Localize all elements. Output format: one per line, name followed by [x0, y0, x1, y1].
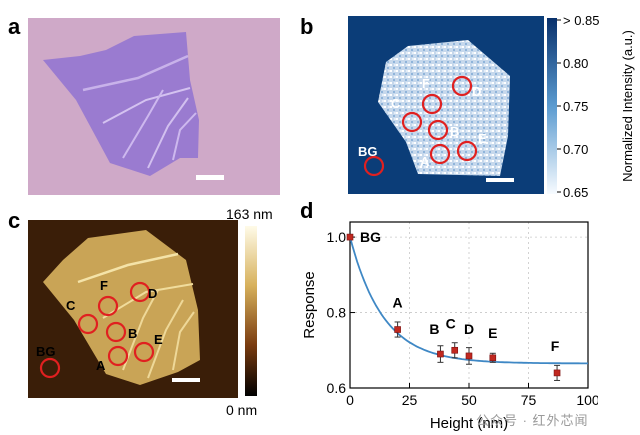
panel-letter-c: c — [8, 208, 21, 233]
point-label: D — [464, 321, 474, 337]
point-label: F — [551, 338, 560, 354]
data-point-a: A — [393, 295, 403, 338]
x-axis-label: Height (nm) — [430, 415, 508, 432]
colorbar-label: Normalized Intensity (a.u.) — [620, 30, 635, 182]
panel-letter-a: a — [8, 14, 21, 39]
region-label: B — [450, 124, 459, 139]
point-label: C — [446, 315, 456, 331]
region-circle — [363, 155, 385, 177]
y-axis-label: Response — [301, 271, 318, 339]
region-circle — [107, 345, 129, 367]
panel-c-colorbar — [245, 226, 257, 396]
scale-bar — [172, 378, 200, 382]
x-tick-label: 75 — [521, 392, 537, 408]
colorbar-tick: 0.65 — [563, 185, 588, 198]
region-label: F — [422, 76, 430, 91]
x-tick-label: 100 — [576, 392, 598, 408]
region-circle — [97, 295, 119, 317]
y-tick-label: 0.8 — [327, 305, 347, 321]
panel-c-circles: F D C B E A BG — [36, 278, 163, 379]
region-label: E — [478, 131, 487, 146]
x-tick-label: 0 — [346, 392, 354, 408]
x-tick-label: 25 — [402, 392, 418, 408]
region-circle — [133, 341, 155, 363]
colorbar-tick: 0.70 — [563, 142, 588, 157]
region-label: B — [128, 326, 137, 341]
region-label: A — [96, 358, 106, 373]
point-label: A — [393, 295, 403, 311]
response-vs-height-chart: 0 25 50 75 100 0.6 0.8 1.0 BG A B C D E F Height (nm)… — [301, 221, 598, 432]
panel-a-optical-image — [28, 18, 280, 195]
point-label: BG — [360, 229, 381, 245]
region-circle — [427, 119, 449, 141]
panel-letter-d: d — [300, 198, 314, 223]
region-circle — [451, 75, 473, 97]
data-points: BG A B C D E F — [346, 229, 561, 381]
x-tick-label: 50 — [461, 392, 477, 408]
region-label: C — [66, 298, 76, 313]
region-circle — [77, 313, 99, 335]
data-point-c: C — [446, 315, 459, 359]
region-label: F — [100, 278, 108, 293]
region-circle — [421, 93, 443, 115]
panel-b-intensity-map: F D C B E A BG — [348, 16, 544, 194]
region-circle — [39, 357, 61, 379]
point-label: E — [488, 325, 497, 341]
point-label: B — [429, 321, 439, 337]
region-label: A — [420, 154, 430, 169]
data-point-e: E — [488, 325, 497, 363]
colorbar-bottom-label: 0 nm — [226, 402, 258, 418]
region-circle — [129, 281, 151, 303]
data-point-d: D — [464, 321, 474, 365]
region-label: BG — [36, 344, 56, 359]
colorbar-tick: 0.75 — [563, 99, 588, 114]
region-label: C — [391, 96, 401, 111]
colorbar-tick: 0.80 — [563, 56, 588, 71]
scale-bar — [486, 178, 514, 182]
region-label: D — [148, 286, 157, 301]
data-point-bg: BG — [346, 229, 381, 245]
region-label: E — [154, 332, 163, 347]
panel-c-afm-image: F D C B E A BG — [28, 220, 238, 398]
y-tick-label: 0.6 — [327, 380, 347, 396]
axis-ticks: 0 25 50 75 100 0.6 0.8 1.0 — [327, 229, 598, 408]
panel-b-colorbar: > 0.85 0.80 0.75 0.70 0.65 Normalized Intens… — [547, 16, 635, 198]
colorbar-tick: > 0.85 — [563, 16, 600, 28]
colorbar-top-label: 163 nm — [226, 206, 273, 222]
watermark: 公众号 · 红外芯闻 — [476, 413, 589, 428]
region-label: BG — [358, 144, 378, 159]
data-point-f: F — [551, 338, 561, 381]
region-label: D — [472, 84, 481, 99]
region-circle — [456, 140, 478, 162]
y-tick-label: 1.0 — [327, 229, 347, 245]
region-circle — [105, 321, 127, 343]
scale-bar — [196, 175, 224, 180]
panel-b-circles: F D C B E A BG — [358, 75, 487, 177]
data-point-b: B — [429, 321, 444, 363]
panel-letter-b: b — [300, 14, 314, 39]
region-circle — [401, 111, 423, 133]
region-circle — [429, 143, 451, 165]
